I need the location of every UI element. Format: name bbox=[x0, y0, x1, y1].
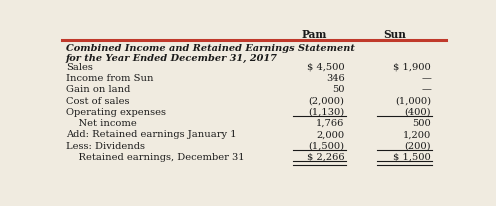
Text: Pam: Pam bbox=[301, 29, 326, 40]
Text: 500: 500 bbox=[412, 119, 431, 128]
Text: (200): (200) bbox=[404, 141, 431, 150]
Text: —: — bbox=[421, 74, 431, 83]
Text: $ 2,266: $ 2,266 bbox=[307, 152, 345, 161]
Text: (1,130): (1,130) bbox=[309, 107, 345, 116]
Text: (1,000): (1,000) bbox=[395, 96, 431, 105]
Text: (400): (400) bbox=[404, 107, 431, 116]
Text: 50: 50 bbox=[332, 85, 345, 94]
Text: Sales: Sales bbox=[66, 63, 93, 72]
Text: 1,766: 1,766 bbox=[316, 119, 345, 128]
Text: for the Year Ended December 31, 2017: for the Year Ended December 31, 2017 bbox=[66, 54, 278, 63]
Text: Net income: Net income bbox=[66, 119, 136, 128]
Text: Less: Dividends: Less: Dividends bbox=[66, 141, 145, 150]
Text: Sun: Sun bbox=[383, 29, 406, 40]
Text: Retained earnings, December 31: Retained earnings, December 31 bbox=[66, 152, 245, 161]
Text: Combined Income and Retained Earnings Statement: Combined Income and Retained Earnings St… bbox=[66, 44, 355, 53]
Text: 1,200: 1,200 bbox=[403, 130, 431, 139]
Text: $ 4,500: $ 4,500 bbox=[307, 63, 345, 72]
Text: Operating expenses: Operating expenses bbox=[66, 107, 166, 116]
Text: $ 1,900: $ 1,900 bbox=[393, 63, 431, 72]
Text: $ 1,500: $ 1,500 bbox=[393, 152, 431, 161]
Text: 346: 346 bbox=[326, 74, 345, 83]
Text: Add: Retained earnings January 1: Add: Retained earnings January 1 bbox=[66, 130, 237, 139]
Text: Income from Sun: Income from Sun bbox=[66, 74, 153, 83]
Text: (2,000): (2,000) bbox=[309, 96, 345, 105]
Text: Gain on land: Gain on land bbox=[66, 85, 130, 94]
Text: Cost of sales: Cost of sales bbox=[66, 96, 129, 105]
Text: —: — bbox=[421, 85, 431, 94]
Text: 2,000: 2,000 bbox=[316, 130, 345, 139]
Text: (1,500): (1,500) bbox=[309, 141, 345, 150]
